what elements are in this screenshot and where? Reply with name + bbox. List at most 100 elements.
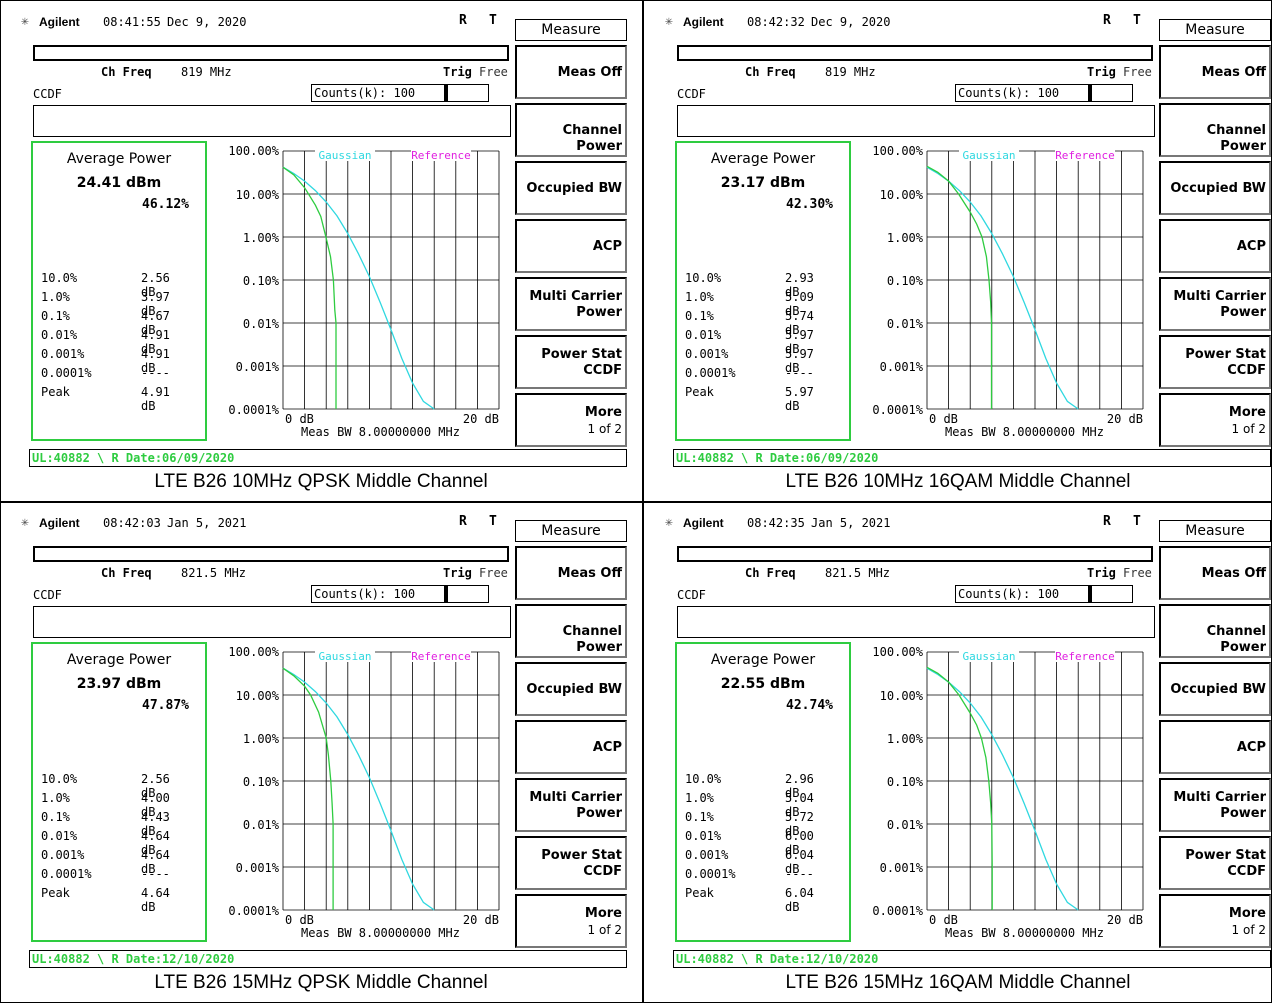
panel-4: ✳ Agilent 08:42:35 Jan 5, 2021 R T Ch Fr… — [642, 501, 1272, 1003]
meas-off-softkey[interactable]: Meas Off — [515, 546, 627, 600]
stat-probability: 0.1% — [41, 309, 70, 323]
stats-panel: Average Power 24.41 dBm 46.12% 10.0% 2.56… — [31, 141, 207, 441]
occupied-bw-softkey[interactable]: Occupied BW — [515, 662, 627, 716]
average-power-value: 24.41 dBm — [76, 175, 162, 191]
power-stat-ccdf-softkey[interactable]: Power Stat CCDF — [1159, 836, 1271, 890]
average-power-value: 23.17 dBm — [720, 175, 806, 191]
acp-softkey[interactable]: ACP — [515, 720, 627, 774]
softkey-line2: ACP — [1236, 239, 1266, 254]
stat-value: 2.56 dB — [141, 271, 170, 299]
ul-date-bar: UL:40882 \ R Date:12/10/2020 — [673, 950, 1271, 968]
ccdf-chart-svg: 100.00% 10.00% 1.00% 0.10% 0.01% 0.001% 0.0001… — [228, 144, 500, 439]
y-tick-label: 100.00% — [228, 645, 279, 659]
stat-probability: 10.0% — [685, 271, 722, 285]
mode-row: CCDF Counts(k): 100 — [677, 584, 1155, 606]
panel-caption: LTE B26 15MHz QPSK Middle Channel — [154, 972, 488, 993]
x-tick-label: 20 dB — [1107, 913, 1143, 927]
stat-value: 3.97 dB — [141, 290, 170, 318]
average-power-label: Average Power — [66, 151, 172, 167]
stat-value: 4.91 dB — [141, 347, 170, 375]
power-stat-ccdf-softkey[interactable]: Power Stat CCDF — [515, 335, 627, 389]
multi-carrier-power-softkey[interactable]: Multi Carrier Power — [515, 778, 627, 832]
channel-power-softkey[interactable]: Channel Power — [515, 604, 627, 658]
legend-entry: Reference — [411, 650, 471, 663]
more-softkey[interactable]: More 1 of 2 — [515, 393, 627, 447]
meas-off-softkey[interactable]: Meas Off — [1159, 546, 1271, 600]
stat-value: 6.04 dB — [785, 848, 814, 876]
legend-entry: Gaussian — [963, 650, 1016, 663]
stat-value: 4.67 dB — [141, 309, 170, 337]
channel-power-softkey[interactable]: Channel Power — [515, 103, 627, 157]
stat-row: 0.01% 5.97 dB — [685, 328, 835, 356]
counts-indicator — [1089, 84, 1133, 102]
stat-row: Peak 5.97 dB — [685, 385, 835, 413]
ch-freq-value: 821.5 MHz — [825, 566, 891, 580]
softkey-line1: Multi Carrier — [1173, 790, 1266, 805]
timestamp-time: 08:42:03 — [103, 516, 161, 530]
softkey-line1: Multi Carrier — [529, 790, 622, 805]
stat-probability: Peak — [685, 886, 714, 900]
more-softkey[interactable]: More 1 of 2 — [1159, 894, 1271, 948]
mode-row: CCDF Counts(k): 100 — [33, 584, 511, 606]
softkey-line2: 1 of 2 — [587, 422, 622, 436]
x-tick-label: 20 dB — [463, 913, 499, 927]
multi-carrier-power-softkey[interactable]: Multi Carrier Power — [1159, 778, 1271, 832]
multi-carrier-power-softkey[interactable]: Multi Carrier Power — [515, 277, 627, 331]
y-tick-label: 0.10% — [243, 775, 280, 789]
channel-power-softkey[interactable]: Channel Power — [1159, 604, 1271, 658]
trig-value: Free — [479, 566, 508, 580]
occupied-bw-softkey[interactable]: Occupied BW — [1159, 161, 1271, 215]
stat-value: 2.96 dB — [785, 772, 814, 800]
channel-power-softkey[interactable]: Channel Power — [1159, 103, 1271, 157]
acp-softkey[interactable]: ACP — [515, 219, 627, 273]
meas-off-softkey[interactable]: Meas Off — [1159, 45, 1271, 99]
ul-date-bar: UL:40882 \ R Date:06/09/2020 — [673, 449, 1271, 467]
y-tick-label: 0.0001% — [872, 403, 923, 417]
power-stat-ccdf-softkey[interactable]: Power Stat CCDF — [1159, 335, 1271, 389]
x-axis-label: Meas BW 8.00000000 MHz — [945, 926, 1104, 940]
softkey-line2: CCDF — [583, 864, 622, 879]
acp-softkey[interactable]: ACP — [1159, 720, 1271, 774]
panel-caption: LTE B26 10MHz QPSK Middle Channel — [154, 471, 488, 492]
x-axis-label: Meas BW 8.00000000 MHz — [301, 926, 460, 940]
ch-freq-label: Ch Freq — [101, 65, 152, 79]
measured-ccdf-curve — [282, 166, 337, 409]
stat-value: 5.09 dB — [785, 290, 814, 318]
message-area — [33, 606, 511, 638]
meas-off-softkey[interactable]: Meas Off — [515, 45, 627, 99]
menu-title: Measure — [1159, 19, 1271, 41]
brand-name: Agilent — [39, 15, 80, 29]
acp-softkey[interactable]: ACP — [1159, 219, 1271, 273]
x-tick-label: 0 dB — [285, 412, 314, 426]
header-bar: ✳ Agilent 08:42:35 Jan 5, 2021 R T — [663, 510, 1157, 540]
softkey-line1: More — [1228, 906, 1266, 921]
occupied-bw-softkey[interactable]: Occupied BW — [1159, 662, 1271, 716]
softkey-line2: Channel Power — [1206, 624, 1266, 655]
ccdf-chart-svg: 100.00% 10.00% 1.00% 0.10% 0.01% 0.001% 0.0001… — [872, 645, 1144, 940]
stat-value: ---- — [785, 366, 814, 380]
mode-label: CCDF — [677, 588, 706, 602]
menu-title: Measure — [1159, 520, 1271, 542]
softkey-line2: Meas Off — [557, 65, 622, 80]
analyzer-screenshot: ✳ Agilent 08:42:03 Jan 5, 2021 R T Ch Fr… — [19, 510, 631, 970]
average-percent: 42.30% — [786, 197, 833, 212]
brand-name: Agilent — [39, 516, 80, 530]
more-softkey[interactable]: More 1 of 2 — [515, 894, 627, 948]
freq-row: Ch Freq 819 MHz Trig Free — [677, 63, 1155, 81]
softkey-line2: ACP — [1236, 740, 1266, 755]
more-softkey[interactable]: More 1 of 2 — [1159, 393, 1271, 447]
softkey-line2: Occupied BW — [526, 682, 622, 697]
stat-row: 10.0% 2.56 dB — [41, 271, 191, 299]
softkey-line2: Occupied BW — [526, 181, 622, 196]
stat-value: 4.91 dB — [141, 328, 170, 356]
legend-entry: Gaussian — [319, 149, 372, 162]
y-tick-label: 0.0001% — [228, 403, 279, 417]
occupied-bw-softkey[interactable]: Occupied BW — [515, 161, 627, 215]
gaussian-curve — [926, 667, 1079, 911]
power-stat-ccdf-softkey[interactable]: Power Stat CCDF — [515, 836, 627, 890]
stat-probability: 0.001% — [41, 347, 85, 361]
y-tick-label: 0.10% — [887, 775, 924, 789]
stats-panel: Average Power 22.55 dBm 42.74% 10.0% 2.96… — [675, 642, 851, 942]
stat-probability: 0.001% — [685, 848, 729, 862]
multi-carrier-power-softkey[interactable]: Multi Carrier Power — [1159, 277, 1271, 331]
